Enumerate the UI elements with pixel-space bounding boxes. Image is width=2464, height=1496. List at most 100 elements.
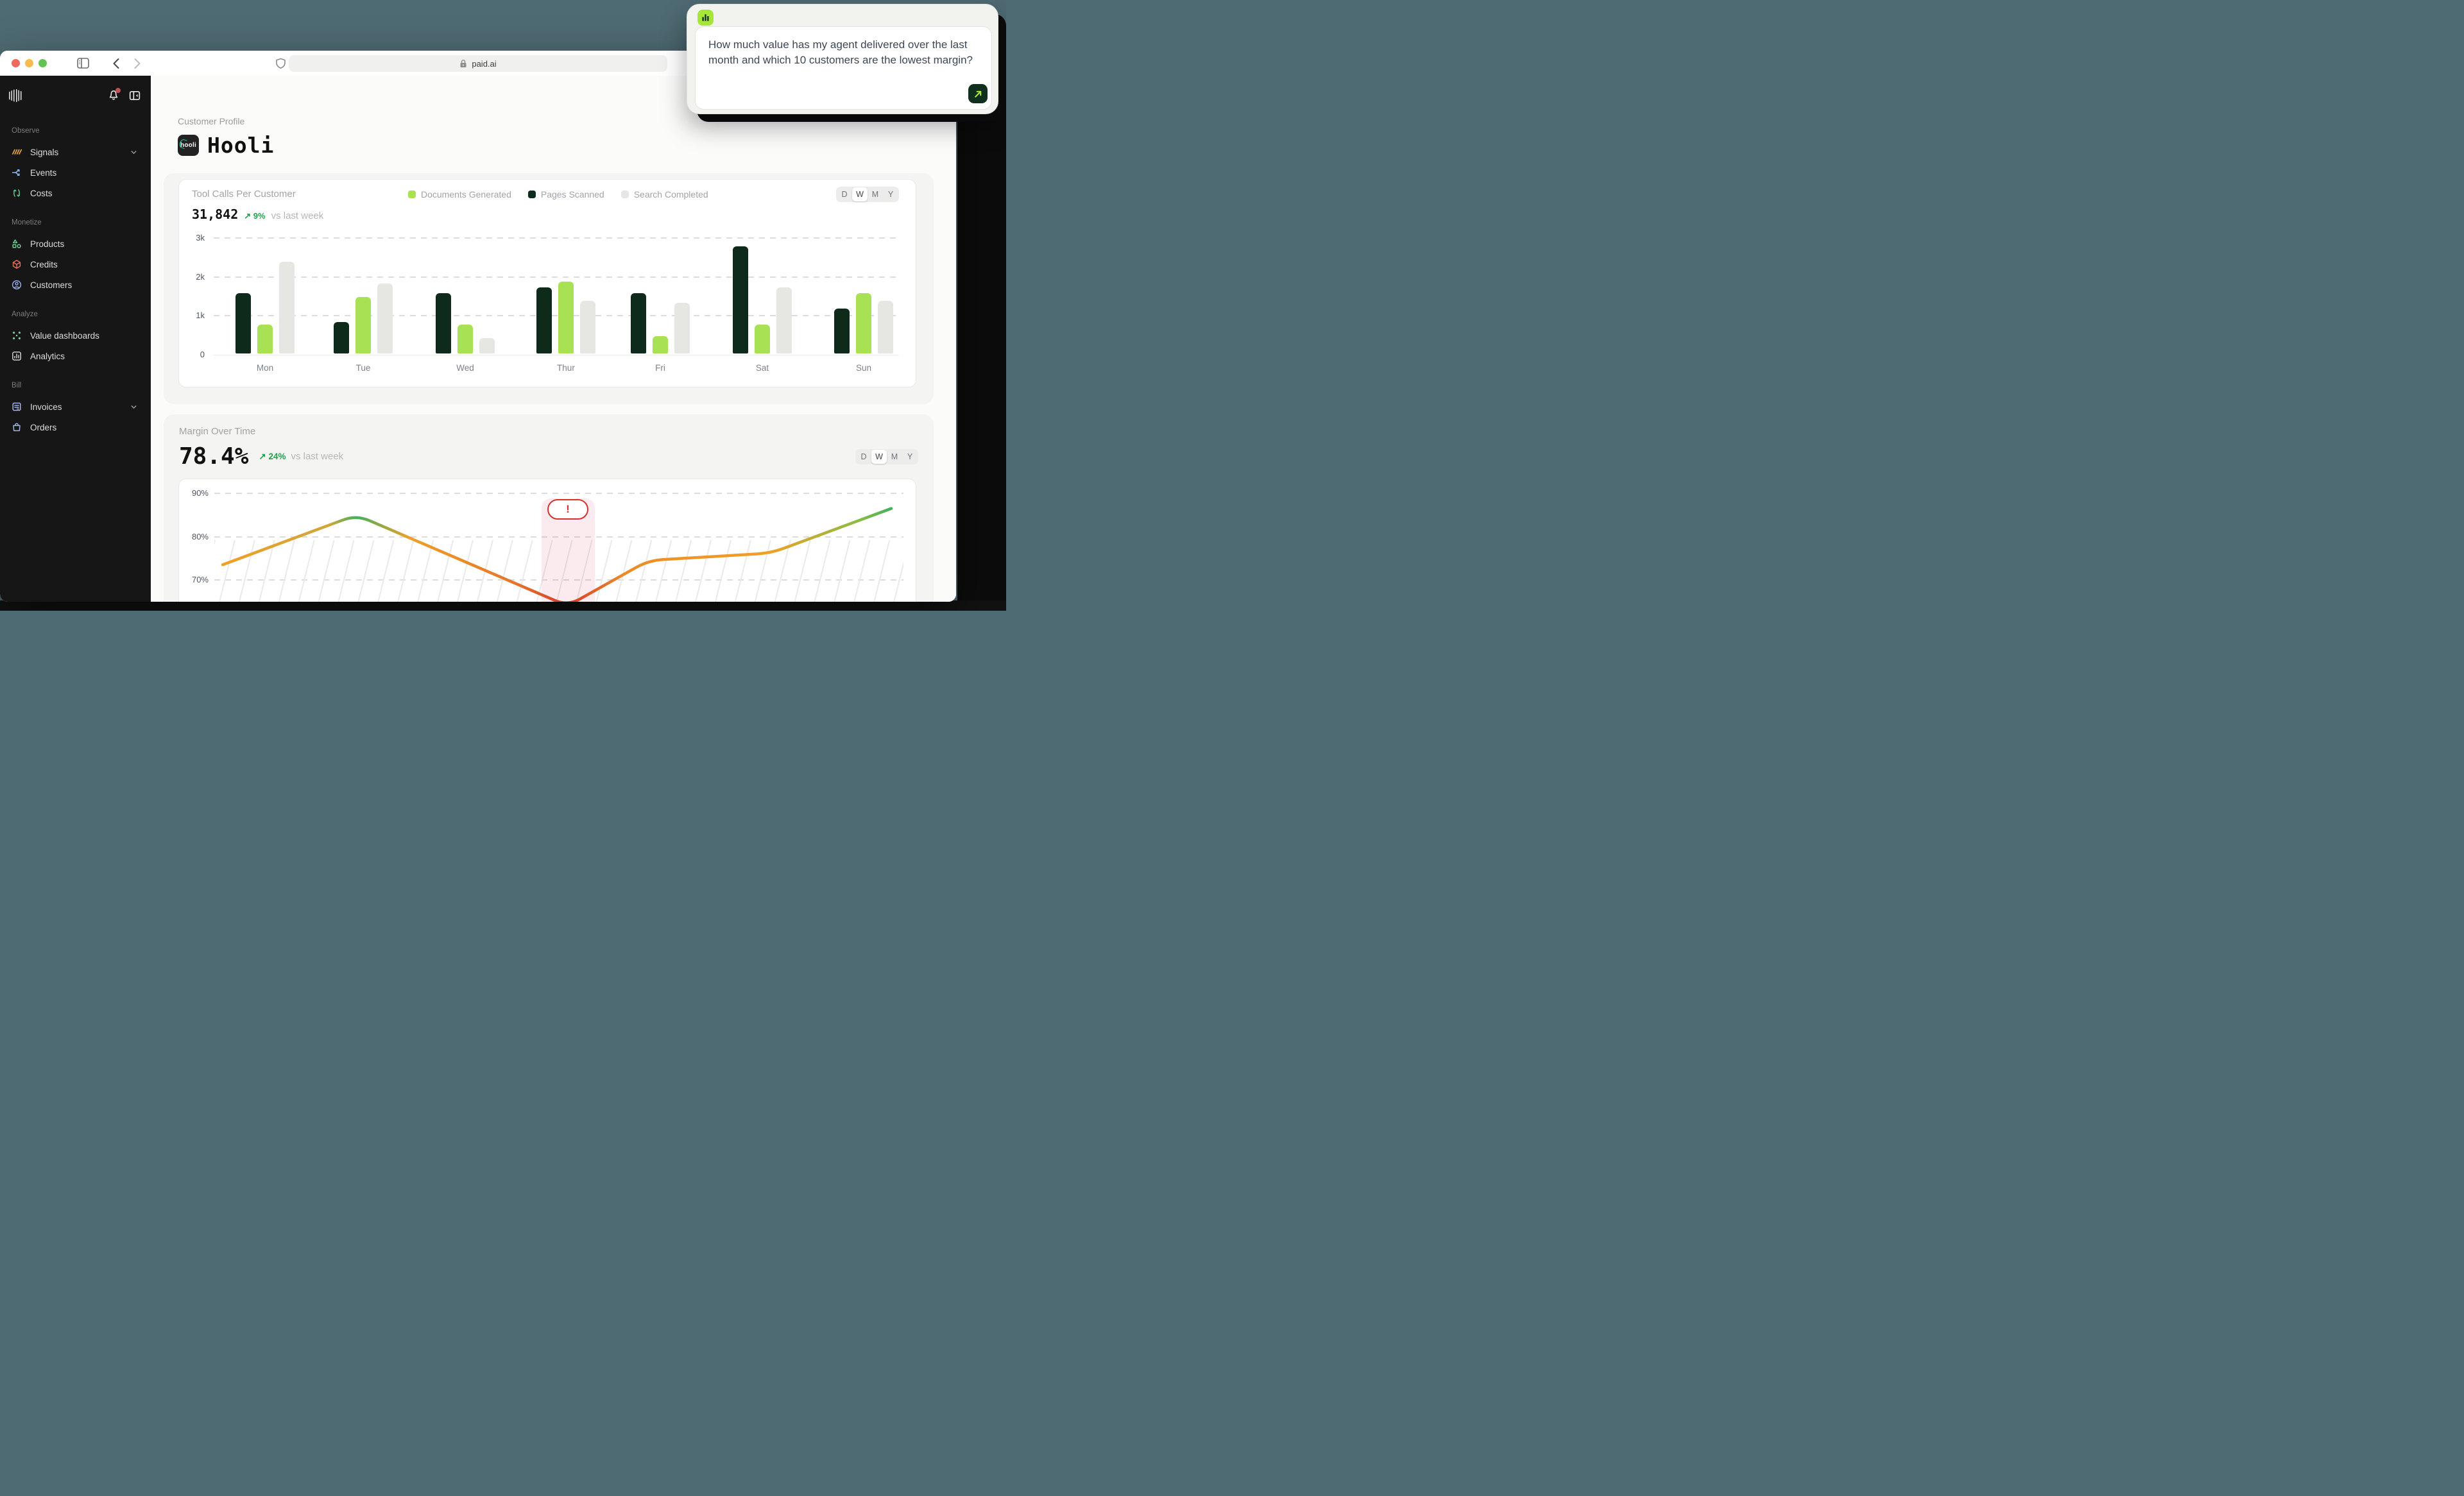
range-option-M[interactable]: M <box>891 452 898 461</box>
bar-pages-scanned-tue <box>334 322 350 353</box>
bar-search-completed-wed <box>479 337 495 353</box>
lock-icon <box>459 59 467 68</box>
products-icon <box>12 239 22 249</box>
sidebar-item-label: Products <box>30 239 65 249</box>
bar-documents-generated-sat <box>755 324 771 353</box>
bar-documents-generated-mon <box>257 324 273 353</box>
sidebar-item-label: Invoices <box>30 402 62 412</box>
value-dashboards-icon <box>12 330 22 341</box>
gridline <box>214 276 899 278</box>
x-axis-label: Tue <box>355 363 371 373</box>
app-logo-icon <box>9 89 22 103</box>
chat-question: How much value has my agent delivered ov… <box>708 38 973 66</box>
bar-search-completed-sat <box>776 287 792 353</box>
sidebar-section-label: Bill <box>12 382 22 389</box>
browser-window: paid.ai Obse <box>0 51 956 602</box>
zoom-window-button[interactable] <box>38 59 47 67</box>
chat-input[interactable]: How much value has my agent delivered ov… <box>695 26 992 110</box>
sidebar-item-value-dashboards[interactable]: Value dashboards <box>9 325 142 346</box>
sidebar-toggle-icon[interactable] <box>77 57 89 69</box>
legend-label: Documents Generated <box>421 189 511 200</box>
y-axis-tick: 90% <box>191 488 209 498</box>
y-axis-tick: 2k <box>196 271 205 282</box>
range-option-W[interactable]: W <box>871 449 887 464</box>
legend-label: Pages Scanned <box>540 189 604 200</box>
x-axis-label: Fri <box>655 363 665 373</box>
bar-documents-generated-thur <box>558 281 574 353</box>
x-axis-label: Thur <box>557 363 575 373</box>
legend-item-pages-scanned[interactable]: Pages Scanned <box>527 189 604 200</box>
url-bar[interactable]: paid.ai <box>289 55 667 72</box>
agent-chat-widget: How much value has my agent delivered ov… <box>687 4 998 114</box>
page-eyebrow: Customer Profile <box>178 116 245 126</box>
sidebar-item-products[interactable]: Products <box>9 234 142 254</box>
tool-calls-comparison: vs last week <box>271 210 324 221</box>
page-title: Hooli <box>207 133 275 158</box>
sidebar-item-events[interactable]: Events <box>9 162 142 183</box>
bar-documents-generated-fri <box>653 336 669 353</box>
costs-icon <box>12 188 22 198</box>
chart-legend: Documents Generated Pages Scanned Search C… <box>408 189 708 200</box>
bar-documents-generated-tue <box>355 297 372 353</box>
tool-calls-delta: ↗ 9% <box>244 211 266 221</box>
sidebar-section-label: Analyze <box>12 310 38 318</box>
notification-badge <box>116 88 121 93</box>
range-option-M[interactable]: M <box>871 190 879 199</box>
sidebar-item-label: Costs <box>30 188 53 198</box>
credits-icon <box>12 259 22 269</box>
back-icon[interactable] <box>110 57 122 69</box>
shield-icon[interactable] <box>275 57 287 69</box>
sidebar-item-invoices[interactable]: Invoices <box>9 396 142 417</box>
invoices-icon <box>12 402 22 412</box>
background-window-edge <box>957 82 1006 611</box>
panel-collapse-icon[interactable] <box>129 90 141 101</box>
minimize-window-button[interactable] <box>25 59 33 67</box>
customers-icon <box>12 280 22 290</box>
legend-item-documents-generated[interactable]: Documents Generated <box>408 189 511 200</box>
range-option-D[interactable]: D <box>841 190 848 199</box>
sidebar: Observe Signals Events Costs Monetize Product… <box>0 76 151 602</box>
bar-chart-icon[interactable] <box>697 10 714 26</box>
sidebar-item-signals[interactable]: Signals <box>9 142 142 162</box>
x-axis-label: Wed <box>456 363 474 373</box>
bar-pages-scanned-fri <box>631 293 647 353</box>
range-option-D[interactable]: D <box>860 452 867 461</box>
range-option-Y[interactable]: Y <box>907 452 913 461</box>
range-option-Y[interactable]: Y <box>887 190 894 199</box>
sidebar-item-orders[interactable]: Orders <box>9 417 142 438</box>
chevron-down-icon <box>130 403 138 411</box>
analytics-icon <box>12 351 22 361</box>
desktop-bottom-strip <box>0 600 1006 611</box>
margin-card: Margin Over Time 78.4% ↗ 24% vs last wee… <box>164 414 934 602</box>
range-option-W[interactable]: W <box>852 187 868 201</box>
events-icon <box>12 167 22 178</box>
sidebar-item-customers[interactable]: Customers <box>9 275 142 295</box>
close-window-button[interactable] <box>12 59 20 67</box>
notifications-button[interactable] <box>108 88 121 101</box>
tool-calls-value: 31,842 <box>192 207 239 222</box>
margin-comparison: vs last week <box>291 451 344 462</box>
arrow-up-right-icon[interactable] <box>968 84 988 103</box>
signals-icon <box>12 147 22 157</box>
bar-search-completed-mon <box>278 262 295 353</box>
sidebar-item-costs[interactable]: Costs <box>9 183 142 203</box>
gridline <box>214 536 903 538</box>
sidebar-item-analytics[interactable]: Analytics <box>9 346 142 366</box>
alert-icon[interactable]: ! <box>547 499 588 520</box>
y-axis-tick: 80% <box>191 531 209 541</box>
tool-calls-card: Tool Calls Per Customer Documents Genera… <box>164 173 934 404</box>
sidebar-item-label: Events <box>30 167 57 178</box>
orders-icon <box>12 422 22 432</box>
x-axis-label: Sat <box>755 363 769 373</box>
sidebar-item-credits[interactable]: Credits <box>9 254 142 275</box>
bar-pages-scanned-sat <box>733 246 749 353</box>
bar-search-completed-sun <box>877 301 893 353</box>
sidebar-item-label: Value dashboards <box>30 330 99 341</box>
x-axis-label: Mon <box>256 363 274 373</box>
forward-icon[interactable] <box>131 57 143 69</box>
line-chart: 90% 80% 70% ! <box>178 479 916 602</box>
y-axis-tick: 70% <box>191 575 209 584</box>
legend-item-search-completed[interactable]: Search Completed <box>620 189 708 200</box>
bar-pages-scanned-thur <box>536 287 552 353</box>
